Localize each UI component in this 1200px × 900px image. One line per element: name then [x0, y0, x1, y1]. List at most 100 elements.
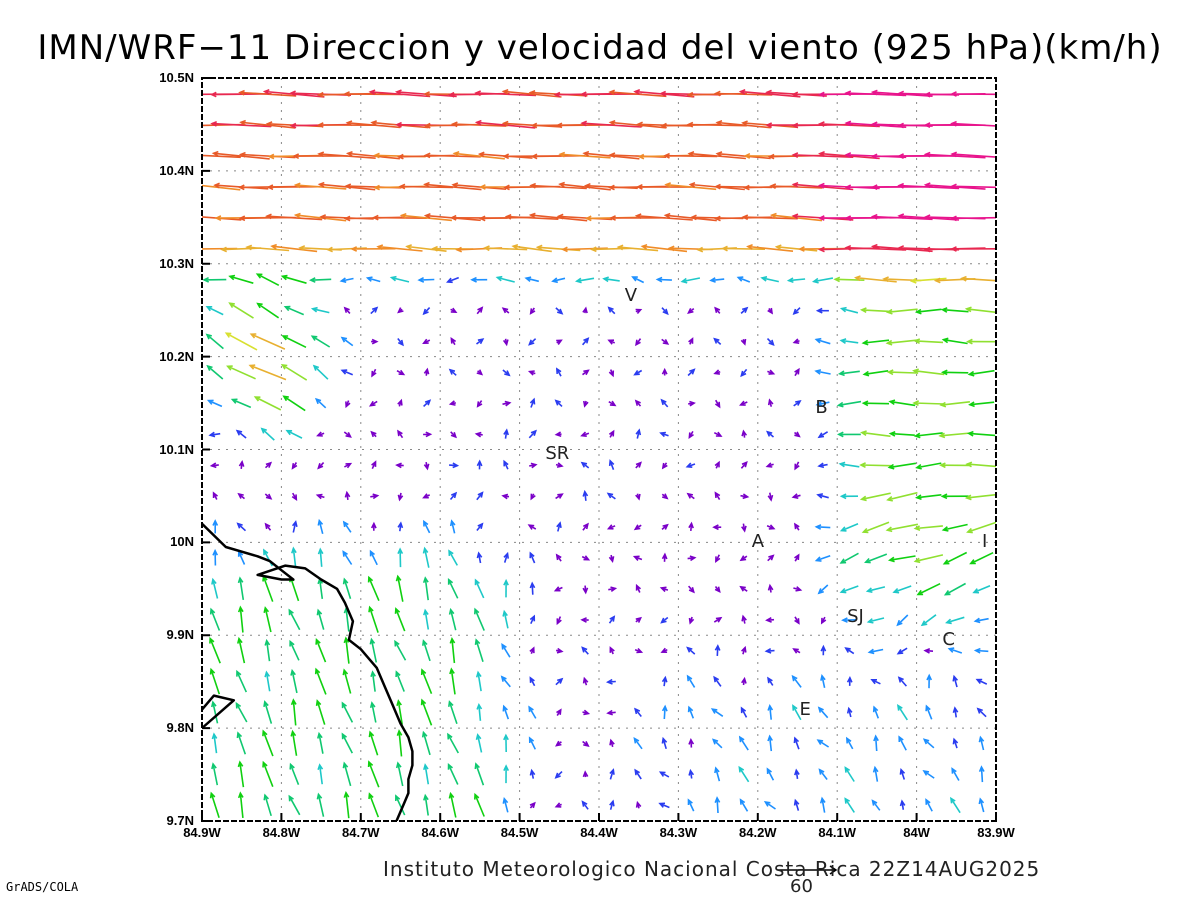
wind-arrow — [686, 646, 696, 655]
wind-arrow-shaft — [944, 551, 968, 565]
wind-arrow-head — [609, 799, 615, 807]
wind-arrow-head — [422, 546, 429, 554]
wind-arrow — [635, 493, 641, 501]
wind-arrow-shaft — [347, 152, 400, 160]
wind-arrow-head — [312, 364, 320, 371]
wind-arrow-head — [817, 588, 824, 595]
wind-arrow — [474, 638, 484, 663]
wind-arrow-head — [504, 213, 512, 220]
wind-arrow — [448, 607, 457, 631]
wind-arrow-head — [839, 338, 847, 344]
wind-arrow-shaft — [264, 607, 272, 633]
wind-arrow — [553, 586, 563, 592]
wind-arrow-head — [342, 668, 349, 676]
wind-arrow-head — [713, 337, 720, 344]
wind-arrow-shaft — [478, 704, 482, 721]
wind-arrow — [580, 461, 590, 469]
wind-arrow-shaft — [206, 306, 224, 316]
wind-arrow-shaft — [889, 555, 916, 561]
wind-arrow-head — [285, 429, 293, 436]
wind-arrow-head — [449, 519, 456, 527]
wind-arrow-shaft — [316, 700, 326, 725]
wind-arrow-head — [288, 794, 294, 802]
wind-arrow-shaft — [940, 432, 971, 437]
wind-arrow — [574, 277, 595, 284]
wind-arrow — [527, 524, 537, 530]
wind-arrow — [423, 181, 482, 191]
wind-arrow-head — [238, 151, 246, 158]
wind-arrow-head — [478, 215, 486, 222]
wind-arrow-head — [609, 646, 615, 653]
wind-arrow-shaft — [897, 614, 909, 626]
wind-arrow — [767, 583, 774, 593]
wind-arrow — [862, 370, 889, 377]
wind-arrow — [740, 706, 748, 718]
wind-arrow — [839, 306, 859, 314]
wind-arrow — [450, 337, 457, 346]
wind-arrow-head — [504, 400, 512, 407]
wind-arrow — [861, 400, 890, 407]
wind-arrow-head — [686, 492, 694, 499]
wind-arrow-head — [839, 558, 847, 564]
wind-arrow — [635, 616, 642, 623]
wind-arrow-head — [421, 730, 428, 738]
wind-arrow — [969, 551, 994, 565]
wind-arrow-shaft — [915, 554, 944, 563]
wind-arrow-head — [317, 731, 323, 739]
wind-arrow — [582, 369, 590, 376]
wind-arrow-shaft — [397, 576, 404, 602]
wind-arrow — [839, 338, 859, 344]
wind-arrow-shaft — [212, 579, 219, 599]
wind-arrow — [763, 800, 776, 810]
wind-arrow — [310, 306, 330, 314]
wind-arrow-head — [397, 494, 404, 502]
wind-arrow-shaft — [289, 764, 300, 785]
wind-arrow-shaft — [250, 333, 286, 350]
wind-arrow-shaft — [262, 762, 274, 787]
wind-arrow-head — [315, 493, 323, 500]
wind-arrow — [943, 582, 966, 596]
wind-arrow-head — [791, 493, 799, 499]
wind-arrow-shaft — [867, 586, 886, 592]
wind-arrow-head — [210, 120, 218, 127]
wind-arrow — [396, 369, 406, 376]
wind-arrow — [340, 369, 354, 376]
wind-arrow — [688, 400, 696, 407]
wind-arrow-head — [369, 637, 376, 645]
wind-arrow — [632, 555, 643, 561]
wind-arrow-head — [350, 246, 358, 252]
wind-arrow-head — [940, 493, 948, 500]
wind-arrow-shaft — [747, 245, 794, 252]
wind-arrow — [836, 400, 862, 408]
wind-arrow-head — [341, 732, 347, 740]
wind-arrow-shaft — [341, 277, 354, 282]
wind-arrow — [503, 578, 509, 598]
wind-arrow-shaft — [237, 732, 247, 755]
wind-arrow-head — [282, 395, 289, 402]
wind-arrow-head — [583, 182, 591, 189]
wind-arrow-head — [774, 244, 782, 251]
wind-arrow — [871, 799, 881, 811]
wind-arrow-head — [280, 274, 288, 281]
place-label: SR — [545, 443, 570, 465]
wind-arrow — [476, 306, 484, 315]
wind-arrow — [423, 793, 429, 816]
wind-arrow — [529, 801, 536, 809]
place-label: A — [751, 531, 765, 553]
wind-arrow — [343, 636, 350, 664]
wind-arrow — [264, 461, 273, 469]
wind-arrow-head — [262, 88, 270, 95]
wind-arrow-shaft — [345, 608, 350, 632]
wind-arrow-head — [819, 796, 826, 804]
wind-arrow — [658, 802, 670, 809]
wind-arrow-head — [422, 576, 429, 583]
wind-arrow-head — [767, 398, 774, 406]
wind-arrow-shaft — [951, 185, 996, 189]
wind-arrow-head — [211, 150, 219, 157]
wind-arrow — [422, 338, 431, 345]
wind-arrow — [925, 704, 933, 720]
wind-arrow-head — [786, 277, 794, 284]
wind-arrow — [688, 616, 695, 625]
wind-arrow-head — [524, 276, 532, 283]
wind-arrow — [972, 584, 991, 594]
